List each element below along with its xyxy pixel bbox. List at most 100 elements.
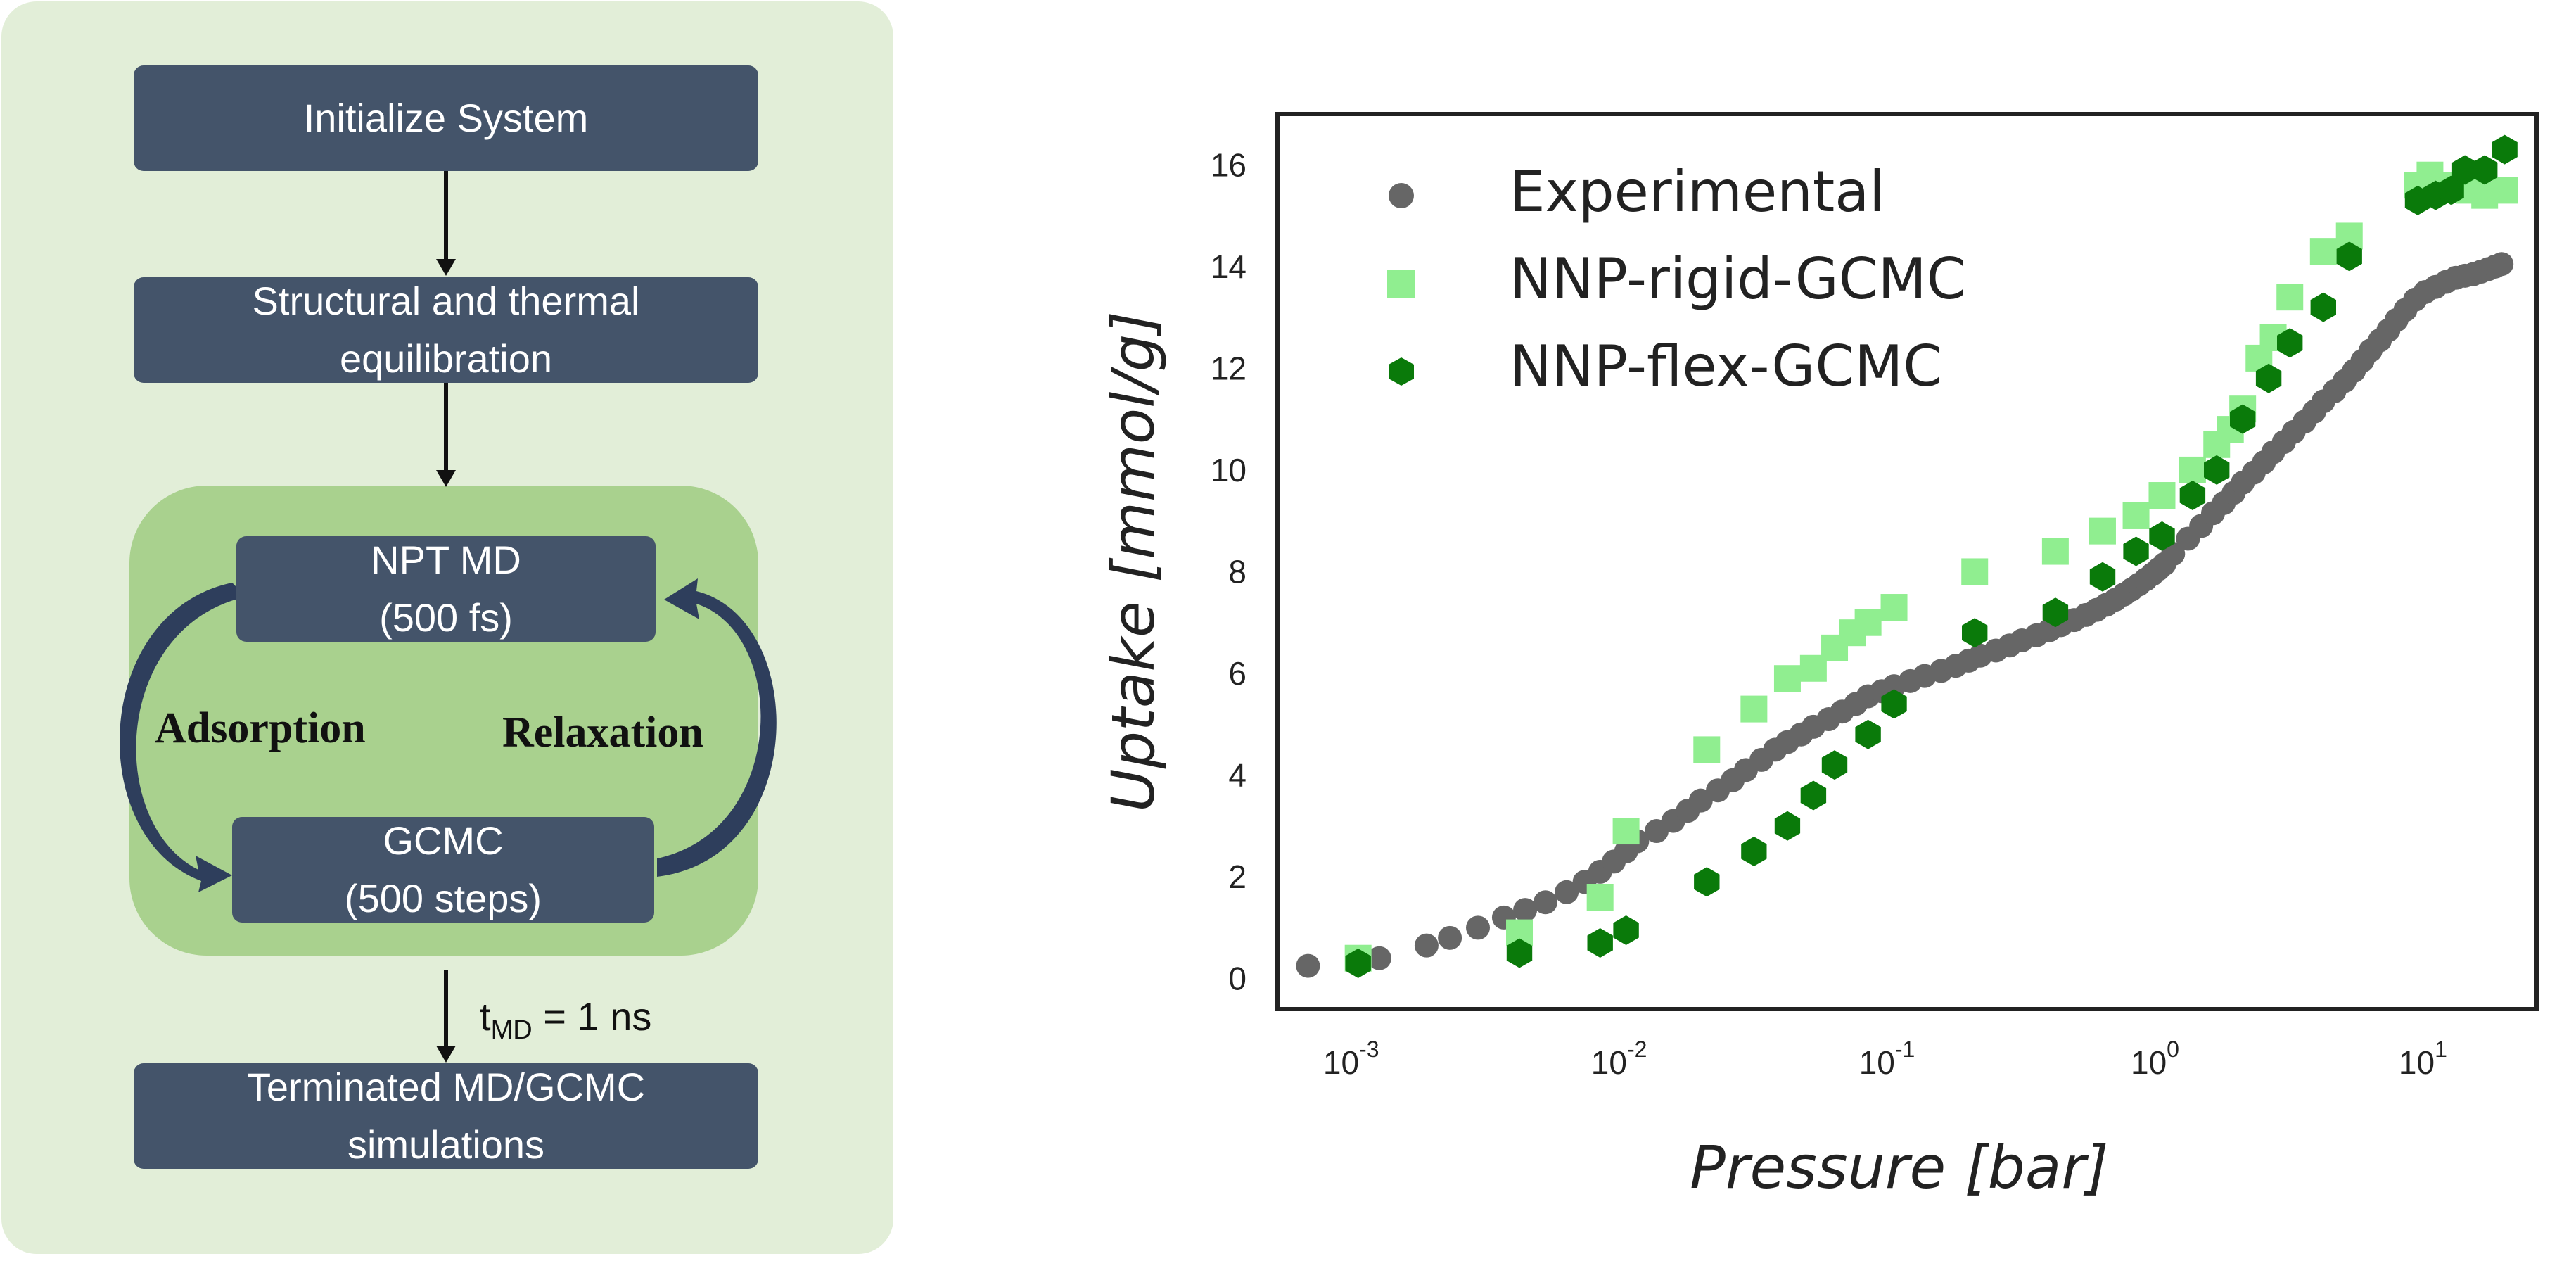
- point-nnp-flex: [1345, 949, 1371, 978]
- y-tick-label: 10: [1211, 452, 1246, 488]
- point-nnp-flex: [2310, 292, 2336, 322]
- point-nnp-flex: [2179, 481, 2206, 510]
- y-tick-label: 14: [1211, 248, 1246, 285]
- point-nnp-rigid: [2089, 517, 2116, 545]
- terminated-step: Terminated MD/GCMC simulations: [134, 1063, 758, 1169]
- point-nnp-rigid: [1880, 594, 1908, 621]
- point-nnp-rigid: [1854, 609, 1882, 636]
- point-nnp-rigid: [2309, 238, 2337, 265]
- legend: Experimental NNP-rigid-GCMC NNP-flex-GCM…: [1387, 159, 1965, 399]
- y-tick-label: 4: [1228, 757, 1246, 794]
- adsorption-label: Adsorption: [155, 704, 366, 752]
- point-experimental: [1296, 953, 1320, 978]
- md-time-label: tMD = 1 ns: [480, 994, 651, 1046]
- point-nnp-flex: [2451, 155, 2478, 185]
- y-tick-labels: 0 2 4 6 8 10 12 14 16: [1211, 146, 1246, 996]
- point-nnp-rigid: [2041, 538, 2069, 565]
- point-nnp-flex: [1741, 837, 1767, 866]
- x-tick-label: 100: [2131, 1037, 2179, 1081]
- md-time-base: t: [480, 994, 491, 1039]
- point-experimental: [1466, 915, 1491, 940]
- point-nnp-flex: [1613, 915, 1639, 945]
- x-tick-label: 10-3: [1323, 1037, 1379, 1081]
- point-nnp-flex: [2230, 404, 2256, 434]
- point-nnp-flex: [1800, 780, 1827, 811]
- legend-label-flex: NNP-flex-GCMC: [1510, 334, 1942, 399]
- legend-marker-flex: [1389, 357, 1414, 386]
- adsorption-curved-arrow: [120, 583, 246, 892]
- y-tick-label: 0: [1228, 961, 1246, 997]
- point-nnp-flex: [2149, 521, 2175, 551]
- y-axis-title: Uptake [mmol/g]: [1099, 311, 1168, 812]
- point-nnp-flex: [2042, 597, 2069, 628]
- point-experimental: [1533, 890, 1557, 915]
- series-nnp-flex-gcmc: [1345, 134, 2518, 978]
- x-axis-title: Pressure [bar]: [1690, 1133, 2108, 1202]
- point-nnp-flex: [2277, 328, 2303, 358]
- point-nnp-flex: [2255, 363, 2282, 393]
- point-nnp-rigid: [1693, 736, 1721, 763]
- point-experimental: [1555, 880, 1579, 904]
- npt-md-step: NPT MD (500 fs): [236, 536, 656, 642]
- point-nnp-flex: [2472, 155, 2498, 185]
- point-experimental: [1414, 933, 1439, 958]
- arrow-equil-to-loop: [436, 383, 456, 487]
- point-nnp-flex: [1587, 928, 1613, 958]
- y-tick-label: 16: [1211, 146, 1246, 183]
- x-axis-title-text: Pressure [bar]: [1690, 1133, 2108, 1202]
- data-series: [1296, 134, 2518, 978]
- series-experimental: [1296, 252, 2514, 978]
- point-nnp-flex: [2438, 175, 2464, 205]
- point-experimental: [1513, 898, 1538, 923]
- y-tick-label: 12: [1211, 350, 1246, 386]
- point-nnp-rigid: [1961, 558, 1989, 585]
- x-tick-labels: 10-3 10-2 10-1 100 101: [1323, 1037, 2447, 1081]
- legend-label-rigid: NNP-rigid-GCMC: [1510, 246, 1965, 312]
- legend-marker-rigid: [1387, 270, 1415, 298]
- gcmc-label: GCMC (500 steps): [344, 818, 542, 920]
- initialize-system-label: Initialize System: [303, 96, 589, 140]
- x-tick-label: 10-2: [1591, 1037, 1647, 1081]
- point-nnp-rigid: [1740, 695, 1768, 723]
- point-nnp-flex: [1855, 719, 1881, 749]
- point-nnp-flex: [2204, 455, 2230, 485]
- equilibration-step: Structural and thermal equilibration: [134, 277, 758, 383]
- point-nnp-flex: [2123, 536, 2149, 566]
- md-time-subscript: MD: [490, 1015, 533, 1046]
- point-nnp-flex: [2492, 134, 2518, 165]
- y-tick-label: 8: [1228, 553, 1246, 590]
- point-experimental: [2489, 252, 2514, 277]
- x-tick-label: 101: [2399, 1037, 2447, 1081]
- point-nnp-flex: [1881, 689, 1907, 719]
- point-nnp-flex: [1821, 750, 1848, 780]
- gcmc-step: GCMC (500 steps): [232, 817, 654, 923]
- point-nnp-flex: [1962, 618, 1988, 648]
- point-nnp-rigid: [2179, 456, 2206, 483]
- md-time-value: = 1 ns: [532, 994, 652, 1039]
- arrow-init-to-equil: [436, 171, 456, 276]
- legend-marker-experimental: [1389, 183, 1414, 208]
- point-nnp-rigid: [1612, 818, 1640, 845]
- terminated-label: Terminated MD/GCMC simulations: [246, 1065, 646, 1167]
- y-tick-label: 6: [1228, 655, 1246, 692]
- initialize-system-step: Initialize System: [134, 65, 758, 171]
- point-nnp-rigid: [1586, 884, 1614, 911]
- point-nnp-flex: [2089, 562, 2116, 592]
- point-nnp-rigid: [2491, 177, 2518, 204]
- point-nnp-rigid: [2148, 482, 2176, 509]
- y-axis-title-text: Uptake [mmol/g]: [1099, 311, 1168, 812]
- relaxation-label: Relaxation: [502, 709, 703, 756]
- point-nnp-rigid: [2122, 502, 2150, 529]
- equilibration-label: Structural and thermal equilibration: [252, 279, 640, 381]
- point-nnp-rigid: [2276, 284, 2304, 311]
- arrow-loop-to-terminate: [436, 970, 456, 1063]
- point-nnp-rigid: [1773, 665, 1801, 692]
- point-nnp-flex: [2336, 241, 2362, 272]
- relaxation-curved-arrow: [657, 578, 777, 877]
- point-nnp-flex: [1506, 938, 1533, 968]
- point-nnp-flex: [1694, 867, 1720, 897]
- npt-md-label: NPT MD (500 fs): [371, 538, 521, 640]
- x-tick-label: 10-1: [1859, 1037, 1915, 1081]
